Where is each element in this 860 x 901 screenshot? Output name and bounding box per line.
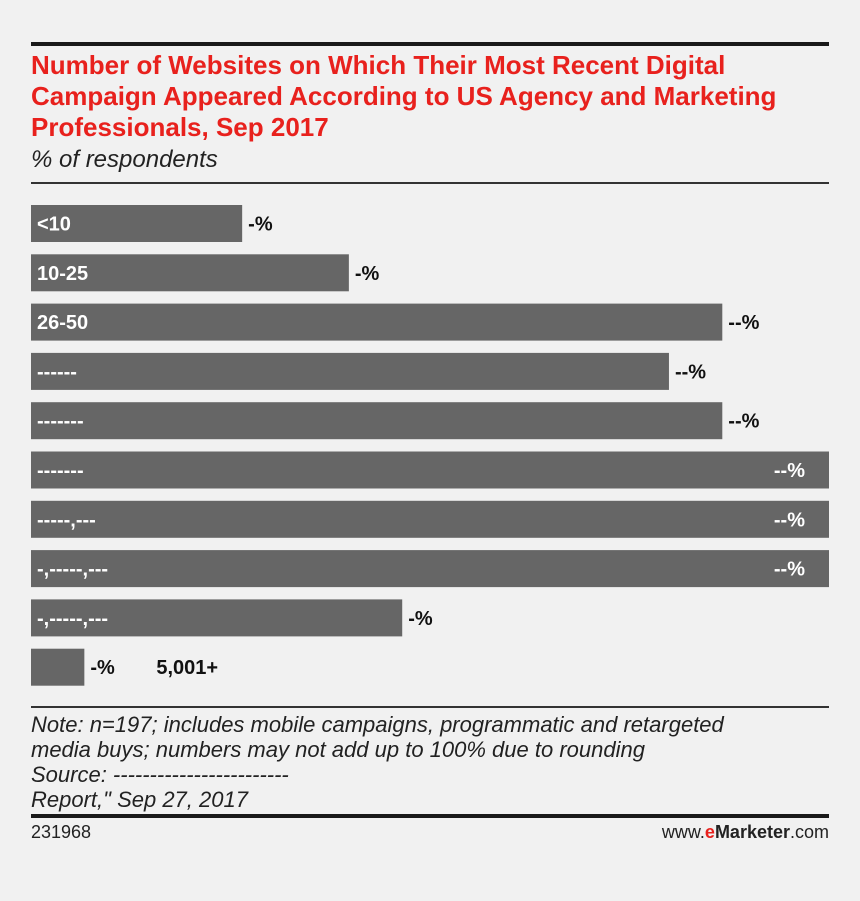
bar	[31, 402, 723, 440]
bar	[31, 550, 829, 588]
category-label: 5,001+	[156, 657, 218, 679]
category-label: 26-50	[37, 312, 88, 334]
bar	[31, 303, 723, 341]
note-line: media buys; numbers may not add up to 10…	[31, 737, 645, 762]
value-label: -%	[90, 657, 115, 679]
category-label: <10	[37, 214, 71, 236]
bottom-rule	[31, 814, 829, 818]
value-label: -%	[355, 263, 380, 285]
brand-name: Marketer	[714, 822, 790, 842]
brand-e: e	[704, 822, 715, 842]
category-label: -,-----,---	[37, 608, 108, 630]
category-label: 10-25	[37, 263, 88, 285]
brand-prefix: www.	[661, 822, 705, 842]
chart-note: Note: n=197; includes mobile campaigns, …	[31, 712, 829, 812]
bar	[31, 254, 349, 292]
category-label: -,-----,---	[37, 559, 108, 581]
bar	[31, 648, 85, 686]
brand-suffix: .com	[789, 822, 829, 842]
category-label: -------	[37, 411, 84, 433]
chart-id: 231968	[31, 822, 92, 842]
source-line: Source: ------------------------	[31, 762, 289, 787]
note-line: Note: n=197; includes mobile campaigns, …	[31, 712, 724, 737]
category-label: -----,---	[37, 509, 96, 531]
value-label: --%	[728, 411, 759, 433]
category-label: -------	[37, 460, 84, 482]
bar	[31, 451, 829, 489]
top-rule	[31, 42, 829, 46]
brand-link[interactable]: www.eMarketer.com	[662, 822, 829, 843]
value-label: --%	[728, 312, 759, 334]
chart-subtitle: % of respondents	[31, 146, 218, 173]
footer-divider	[31, 706, 829, 708]
value-label: --%	[675, 361, 706, 383]
bar	[31, 500, 829, 538]
value-label: --%	[774, 509, 805, 531]
bar	[31, 599, 403, 637]
value-label: --%	[774, 559, 805, 581]
bar	[31, 205, 243, 242]
source-line: Report," Sep 27, 2017	[31, 787, 248, 812]
value-label: -%	[408, 608, 433, 630]
chart-title: Number of Websites on Which Their Most R…	[31, 50, 777, 142]
bar	[31, 352, 669, 390]
value-label: --%	[774, 460, 805, 482]
value-label: -%	[248, 214, 273, 236]
category-label: ------	[37, 361, 77, 383]
header-divider	[31, 182, 829, 184]
